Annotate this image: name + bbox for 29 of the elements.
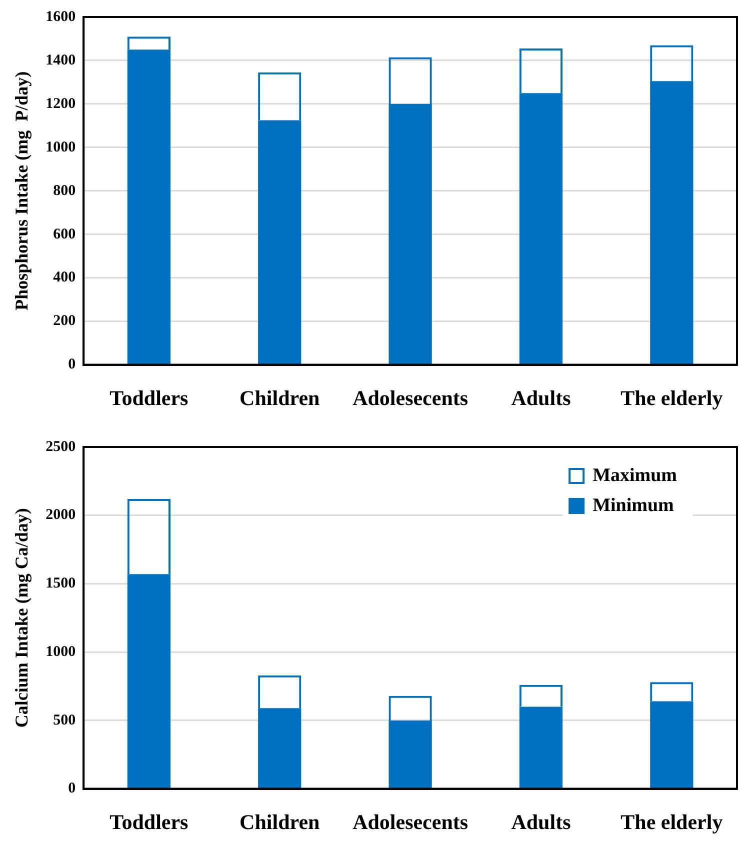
x-tick-label: Toddlers [110, 386, 188, 410]
y-tick-label: 1500 [46, 576, 76, 592]
y-axis-title: Phosphorus Intake (mg P/day) [11, 71, 32, 310]
y-tick-label: 0 [68, 356, 76, 373]
y-tick-label: 600 [53, 226, 76, 242]
y-tick-label: 2500 [46, 438, 76, 455]
y-tick-label: 800 [53, 182, 76, 199]
x-tick-label: Adolesecents [352, 810, 468, 834]
y-axis-title: Calcium Intake (mg Ca/day) [11, 508, 32, 728]
y-tick-label: 500 [53, 712, 76, 728]
y-tick-label: 1000 [46, 644, 76, 660]
y-tick-label: 1600 [46, 8, 76, 25]
x-tick-label: The elderly [620, 810, 724, 834]
legend-label: Minimum [592, 494, 674, 516]
legend-label: Maximum [592, 464, 678, 486]
y-tick-label: 0 [68, 780, 76, 797]
y-tick-label: 400 [53, 270, 76, 286]
y-tick-label: 2000 [46, 507, 76, 524]
x-tick-label: The elderly [620, 386, 724, 410]
x-tick-label: Adolesecents [352, 386, 468, 410]
x-tick-label: Adults [511, 810, 571, 834]
x-tick-label: Toddlers [110, 810, 188, 834]
y-tick-label: 1200 [46, 96, 76, 112]
y-tick-label: 1400 [46, 52, 76, 68]
y-tick-label: 200 [53, 313, 76, 330]
x-tick-label: Adults [511, 386, 571, 410]
x-tick-label: Children [240, 386, 320, 410]
x-tick-label: Children [240, 810, 320, 834]
y-tick-label: 1000 [46, 139, 76, 156]
